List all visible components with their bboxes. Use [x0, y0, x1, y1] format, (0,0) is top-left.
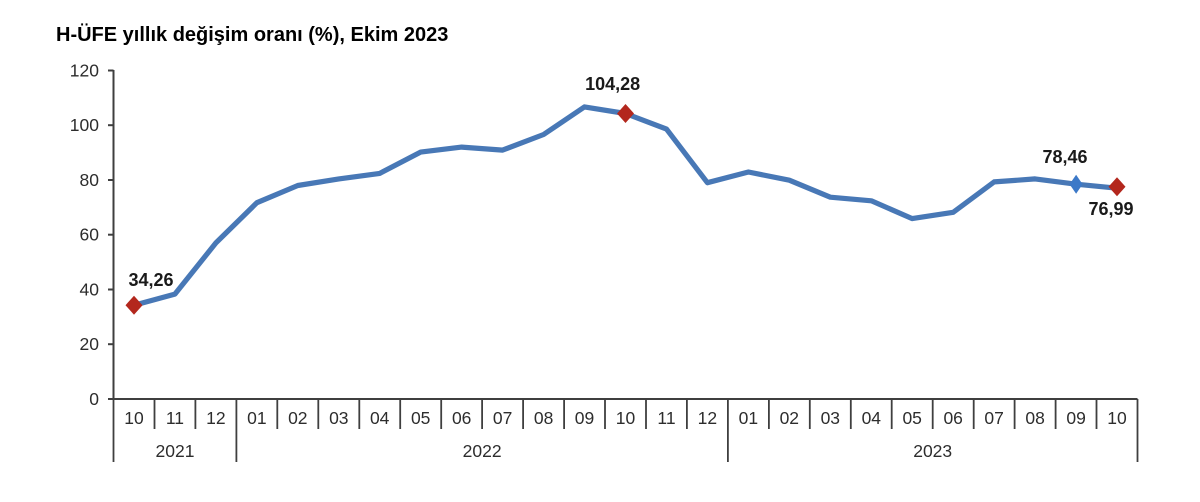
svg-text:10: 10 — [124, 408, 144, 428]
svg-text:04: 04 — [370, 408, 390, 428]
svg-text:60: 60 — [80, 225, 100, 245]
svg-text:80: 80 — [80, 170, 100, 190]
svg-text:34,26: 34,26 — [128, 270, 173, 290]
svg-text:02: 02 — [288, 408, 307, 428]
svg-text:104,28: 104,28 — [585, 74, 640, 94]
svg-text:01: 01 — [247, 408, 266, 428]
svg-text:04: 04 — [862, 408, 882, 428]
svg-text:12: 12 — [206, 408, 225, 428]
svg-text:05: 05 — [902, 408, 921, 428]
svg-text:0: 0 — [89, 389, 99, 409]
svg-text:07: 07 — [493, 408, 512, 428]
svg-text:02: 02 — [780, 408, 799, 428]
svg-text:2021: 2021 — [156, 441, 195, 461]
svg-text:2022: 2022 — [463, 441, 502, 461]
svg-text:H-ÜFE yıllık değişim oranı (%): H-ÜFE yıllık değişim oranı (%), Ekim 202… — [56, 23, 448, 46]
svg-text:05: 05 — [411, 408, 430, 428]
svg-text:08: 08 — [1025, 408, 1044, 428]
svg-text:09: 09 — [575, 408, 594, 428]
svg-text:10: 10 — [1107, 408, 1127, 428]
svg-text:10: 10 — [616, 408, 636, 428]
svg-text:03: 03 — [821, 408, 840, 428]
svg-text:09: 09 — [1066, 408, 1085, 428]
svg-text:2023: 2023 — [913, 441, 952, 461]
svg-text:07: 07 — [984, 408, 1003, 428]
svg-text:76,99: 76,99 — [1088, 199, 1133, 219]
svg-text:01: 01 — [739, 408, 758, 428]
svg-text:08: 08 — [534, 408, 553, 428]
svg-text:11: 11 — [657, 408, 675, 428]
svg-text:06: 06 — [943, 408, 962, 428]
svg-text:06: 06 — [452, 408, 471, 428]
svg-text:120: 120 — [70, 61, 99, 81]
svg-text:40: 40 — [80, 280, 100, 300]
svg-text:03: 03 — [329, 408, 348, 428]
svg-text:11: 11 — [166, 408, 184, 428]
svg-text:100: 100 — [70, 115, 99, 135]
svg-text:20: 20 — [80, 334, 100, 354]
svg-text:12: 12 — [698, 408, 717, 428]
svg-text:78,46: 78,46 — [1042, 147, 1087, 167]
